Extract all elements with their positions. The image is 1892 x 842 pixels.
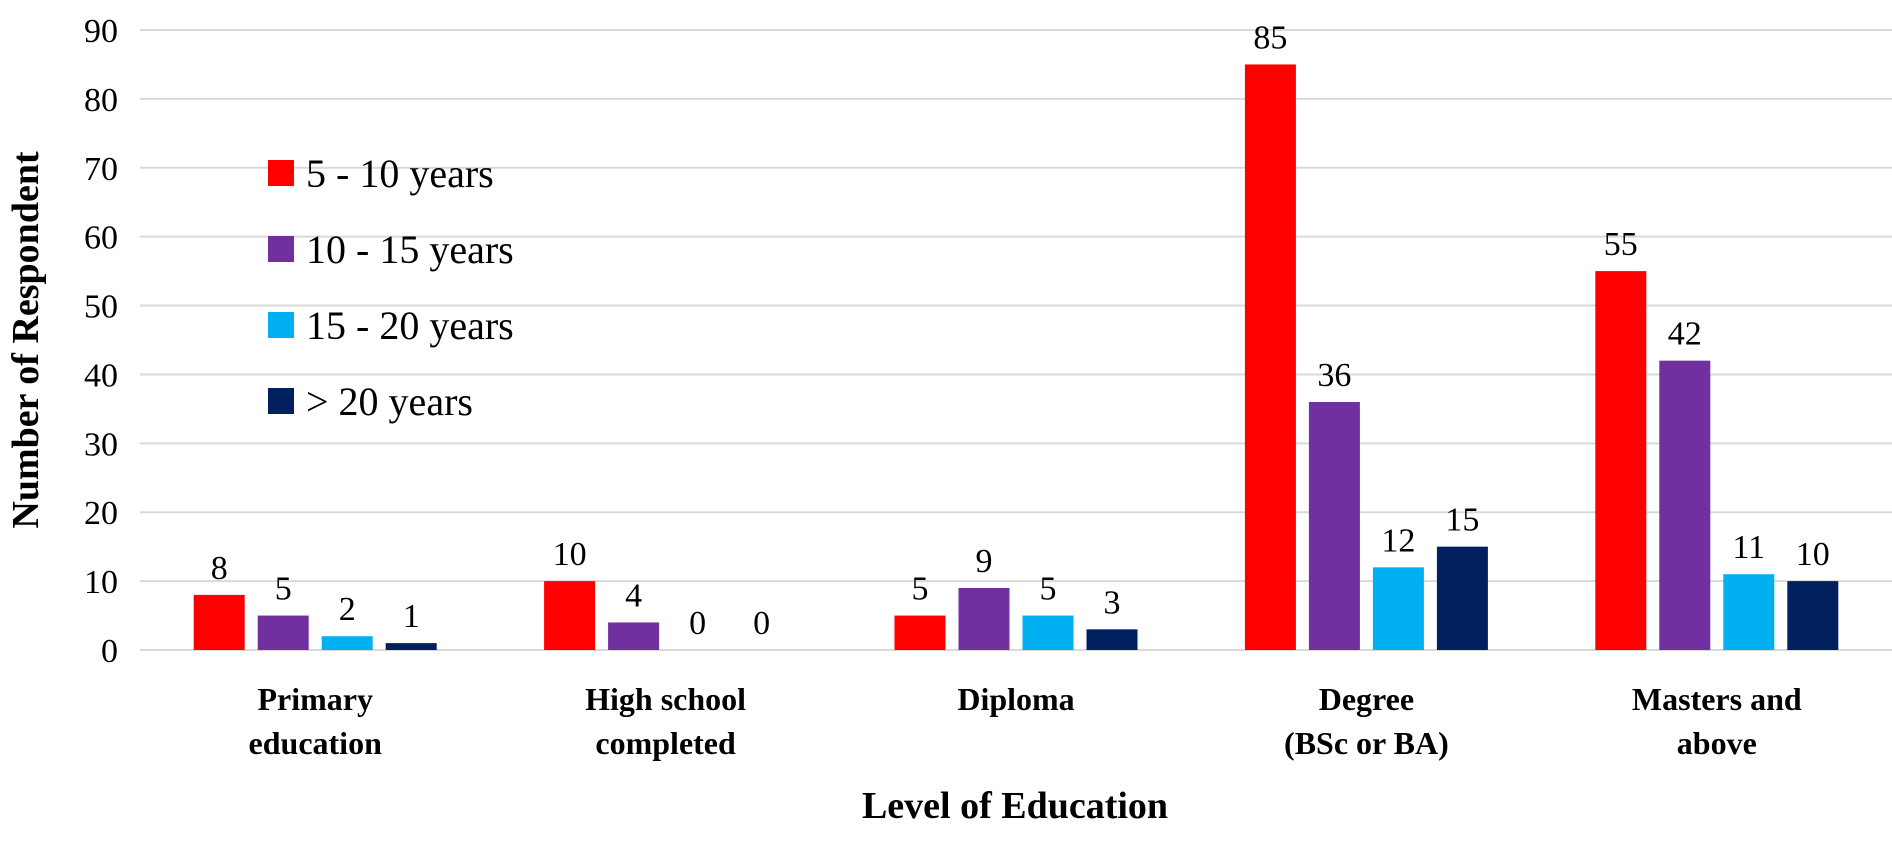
data-label: 42 (1668, 316, 1702, 353)
legend-label: > 20 years (306, 379, 473, 424)
x-axis-title: Level of Education (862, 785, 1168, 827)
bar (1659, 360, 1711, 650)
bar (1436, 546, 1488, 650)
bar (894, 615, 946, 650)
legend-label: 15 - 20 years (306, 303, 514, 348)
bar (1022, 615, 1074, 650)
data-label: 55 (1604, 226, 1638, 263)
bar (1595, 271, 1647, 650)
y-axis-title: Number of Respondent (5, 151, 47, 529)
x-axis-categories: Primary education High school completed Dipl… (249, 681, 1802, 761)
y-tick-label: 80 (84, 82, 118, 119)
x-category-label: Diploma (957, 681, 1074, 717)
y-axis-ticks: 0 10 20 30 40 50 60 70 80 90 (84, 13, 118, 670)
x-category-label: education (249, 725, 383, 761)
legend-label: 5 - 10 years (306, 151, 494, 196)
y-tick-label: 0 (101, 633, 118, 670)
x-category-label: High school (585, 681, 746, 717)
data-label: 9 (976, 543, 993, 580)
data-label: 11 (1732, 529, 1765, 566)
y-tick-label: 50 (84, 289, 118, 326)
legend-label: 10 - 15 years (306, 227, 514, 272)
data-label: 5 (1040, 571, 1057, 608)
data-label: 2 (339, 591, 356, 628)
bar (1308, 402, 1360, 650)
legend-swatch (268, 160, 294, 186)
y-tick-label: 10 (84, 564, 118, 601)
bar (1086, 629, 1138, 650)
bar (1372, 567, 1424, 650)
y-tick-label: 40 (84, 357, 118, 394)
x-category-label: completed (595, 725, 736, 761)
bar (321, 636, 373, 650)
y-tick-label: 30 (84, 426, 118, 463)
data-label: 10 (1796, 536, 1830, 573)
bar (1723, 574, 1775, 650)
legend-swatch (268, 312, 294, 338)
bar (1244, 64, 1296, 650)
data-label: 1 (403, 598, 420, 635)
bar (385, 643, 437, 650)
bar (193, 594, 245, 650)
gridlines (140, 29, 1892, 651)
bars (193, 64, 1839, 650)
data-label: 12 (1381, 522, 1415, 559)
y-tick-label: 70 (84, 151, 118, 188)
x-category-label: Degree (1319, 681, 1414, 717)
y-tick-label: 20 (84, 495, 118, 532)
y-tick-label: 90 (84, 13, 118, 50)
data-label: 85 (1253, 19, 1287, 56)
bar (958, 588, 1010, 650)
data-label: 8 (211, 550, 228, 587)
data-label: 3 (1104, 584, 1121, 621)
data-label: 4 (625, 577, 642, 614)
data-label: 15 (1445, 502, 1479, 539)
data-label: 0 (753, 605, 770, 642)
bar (544, 581, 596, 650)
legend: 5 - 10 years 10 - 15 years 15 - 20 years > … (268, 151, 514, 424)
x-category-label: above (1677, 725, 1757, 761)
data-label: 10 (553, 536, 587, 573)
data-label: 0 (689, 605, 706, 642)
bar (1787, 581, 1839, 650)
data-label: 36 (1317, 357, 1351, 394)
data-label: 5 (275, 571, 292, 608)
bar (257, 615, 309, 650)
bar (608, 622, 660, 650)
x-category-label: (BSc or BA) (1284, 725, 1449, 761)
data-label: 5 (912, 571, 929, 608)
legend-swatch (268, 388, 294, 414)
x-category-label: Masters and (1632, 681, 1802, 717)
y-tick-label: 60 (84, 220, 118, 257)
legend-swatch (268, 236, 294, 262)
x-category-label: Primary (257, 681, 373, 717)
